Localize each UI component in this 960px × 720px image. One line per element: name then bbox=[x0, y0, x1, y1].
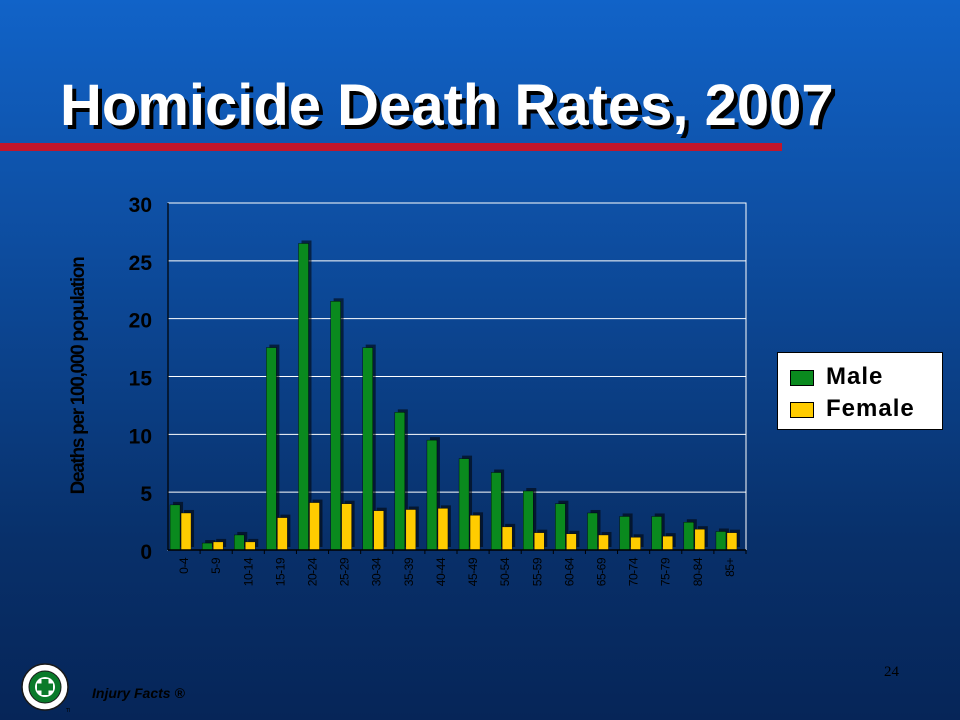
x-tick-label: 45-49 bbox=[466, 557, 480, 586]
x-tick-label: 10-14 bbox=[241, 557, 255, 586]
svg-text:TM: TM bbox=[65, 708, 70, 714]
title-underline bbox=[0, 143, 782, 151]
bar-male bbox=[523, 490, 534, 551]
bar-male bbox=[234, 534, 245, 551]
bar-female bbox=[469, 515, 481, 551]
x-tick-label: 75-79 bbox=[659, 557, 673, 586]
legend-label-female: Female bbox=[826, 395, 915, 422]
bar-female bbox=[534, 532, 545, 551]
bar-female bbox=[309, 502, 320, 551]
x-tick-label: 35-39 bbox=[402, 557, 416, 586]
slide-title: Homicide Death Rates, 2007 bbox=[60, 73, 834, 138]
bar-female bbox=[694, 528, 706, 551]
x-tick-label: 20-24 bbox=[306, 557, 320, 586]
bar-male bbox=[394, 412, 406, 551]
y-tick-label: 30 bbox=[129, 194, 152, 217]
bar-male bbox=[715, 531, 727, 551]
y-tick-label: 5 bbox=[140, 483, 152, 506]
bar-male bbox=[555, 503, 566, 551]
bar-male bbox=[458, 458, 470, 551]
bar-male bbox=[266, 347, 277, 551]
x-tick-label: 70-74 bbox=[627, 557, 641, 586]
y-tick-label: 15 bbox=[129, 368, 153, 391]
bar-female bbox=[630, 537, 641, 551]
bar-female bbox=[437, 508, 449, 551]
bar-female bbox=[277, 517, 288, 551]
bar-male bbox=[619, 516, 630, 551]
y-tick-label: 0 bbox=[140, 541, 152, 564]
y-tick-label: 20 bbox=[129, 310, 152, 333]
bar-male bbox=[201, 542, 213, 551]
bar-female bbox=[405, 509, 417, 551]
legend-swatch-female bbox=[790, 402, 814, 418]
bar-female bbox=[373, 510, 384, 551]
x-tick-label: 55-59 bbox=[530, 557, 544, 586]
y-tick-label: 10 bbox=[129, 425, 152, 448]
x-tick-label: 0-4 bbox=[177, 557, 191, 574]
bar-male bbox=[587, 512, 598, 551]
bar-female bbox=[501, 526, 513, 551]
bar-male bbox=[651, 516, 662, 551]
bar-female bbox=[566, 533, 577, 551]
bar-female bbox=[341, 503, 352, 551]
bar-male bbox=[362, 347, 373, 551]
bar-male bbox=[298, 243, 309, 551]
y-axis-label: Deaths per 100,000 population bbox=[68, 257, 89, 495]
bar-female bbox=[212, 541, 224, 551]
bar-female bbox=[245, 541, 256, 551]
bar-female bbox=[180, 512, 192, 551]
x-tick-label: 30-34 bbox=[370, 557, 384, 586]
bar-female bbox=[726, 532, 738, 551]
x-tick-label: 65-69 bbox=[595, 557, 609, 586]
x-tick-label: 85+ bbox=[723, 558, 737, 577]
x-tick-label: 50-54 bbox=[498, 557, 512, 586]
nsc-logo: TM bbox=[21, 663, 70, 714]
x-tick-label: 5-9 bbox=[209, 557, 223, 574]
bar-male bbox=[683, 522, 695, 551]
x-tick-label: 40-44 bbox=[434, 557, 448, 586]
x-tick-label: 60-64 bbox=[562, 557, 576, 586]
x-tick-label: 80-84 bbox=[691, 557, 705, 586]
bar-male bbox=[330, 301, 341, 551]
legend-label-male: Male bbox=[826, 363, 884, 390]
y-tick-label: 25 bbox=[129, 252, 153, 275]
footer-injury-facts: Injury Facts ® bbox=[92, 685, 185, 701]
bar-male bbox=[426, 439, 438, 551]
bar-male bbox=[169, 504, 181, 551]
bar-female bbox=[662, 535, 673, 551]
x-tick-label: 25-29 bbox=[338, 557, 352, 586]
page-number: 24 bbox=[884, 664, 899, 680]
bar-female bbox=[598, 534, 609, 551]
legend-swatch-male bbox=[790, 370, 814, 386]
chart-legend: Male Female bbox=[777, 352, 943, 430]
bar-male bbox=[490, 472, 502, 551]
x-tick-label: 15-19 bbox=[273, 557, 287, 586]
